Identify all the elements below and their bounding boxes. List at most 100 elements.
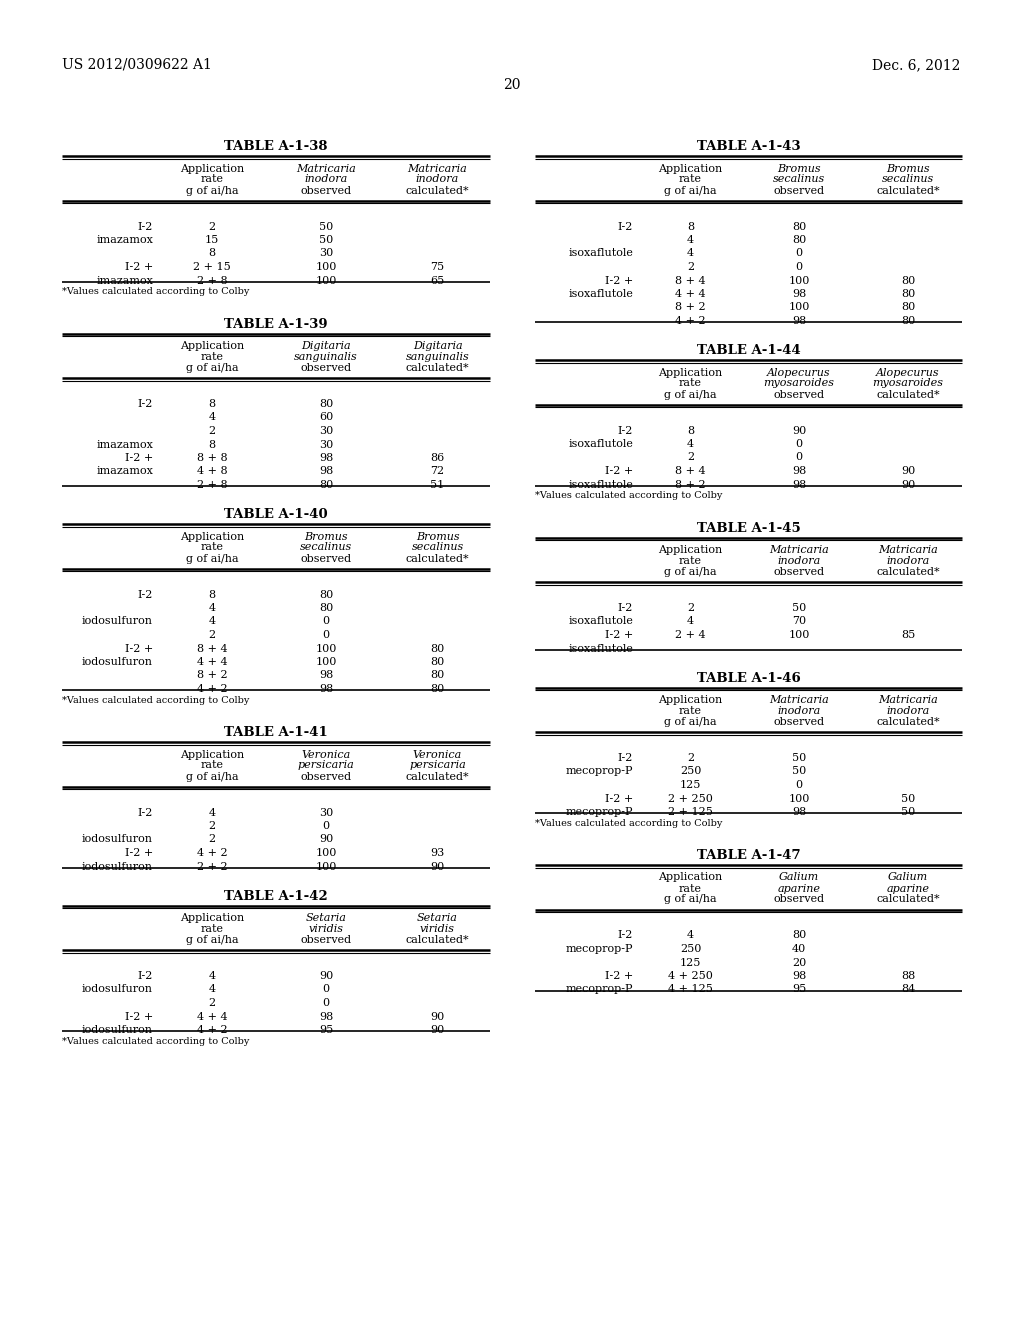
Text: calculated*: calculated* xyxy=(406,363,469,374)
Text: 4: 4 xyxy=(687,248,694,259)
Text: imazamox: imazamox xyxy=(96,235,153,246)
Text: Matricaria: Matricaria xyxy=(879,545,938,554)
Text: calculated*: calculated* xyxy=(406,771,469,781)
Text: observed: observed xyxy=(773,568,824,577)
Text: imazamox: imazamox xyxy=(96,466,153,477)
Text: 100: 100 xyxy=(315,276,337,285)
Text: 8 + 4: 8 + 4 xyxy=(197,644,227,653)
Text: 100: 100 xyxy=(788,276,810,285)
Text: 0: 0 xyxy=(796,453,803,462)
Text: 98: 98 xyxy=(318,671,333,681)
Text: Galium: Galium xyxy=(888,873,928,883)
Text: rate: rate xyxy=(201,760,223,771)
Text: 75: 75 xyxy=(430,261,444,272)
Text: 100: 100 xyxy=(315,847,337,858)
Text: *Values calculated according to Colby: *Values calculated according to Colby xyxy=(535,491,722,500)
Text: persicaria: persicaria xyxy=(298,760,354,771)
Text: Alopecurus: Alopecurus xyxy=(767,367,830,378)
Text: Matricaria: Matricaria xyxy=(769,696,828,705)
Text: 2: 2 xyxy=(209,998,216,1008)
Text: 80: 80 xyxy=(430,684,444,694)
Text: 40: 40 xyxy=(792,944,806,954)
Text: Matricaria: Matricaria xyxy=(879,696,938,705)
Text: 0: 0 xyxy=(323,630,330,640)
Text: 80: 80 xyxy=(901,276,915,285)
Text: I-2 +: I-2 + xyxy=(605,276,633,285)
Text: mecoprop-P: mecoprop-P xyxy=(565,985,633,994)
Text: 80: 80 xyxy=(430,657,444,667)
Text: Application: Application xyxy=(180,164,244,173)
Text: rate: rate xyxy=(201,352,223,362)
Text: Bromus: Bromus xyxy=(304,532,348,541)
Text: I-2 +: I-2 + xyxy=(605,972,633,981)
Text: 30: 30 xyxy=(318,808,333,817)
Text: mecoprop-P: mecoprop-P xyxy=(565,944,633,954)
Text: 80: 80 xyxy=(430,671,444,681)
Text: 86: 86 xyxy=(430,453,444,463)
Text: rate: rate xyxy=(679,706,702,715)
Text: 65: 65 xyxy=(430,276,444,285)
Text: observed: observed xyxy=(300,771,351,781)
Text: 2: 2 xyxy=(209,834,216,845)
Text: calculated*: calculated* xyxy=(877,186,940,195)
Text: 100: 100 xyxy=(315,644,337,653)
Text: 4 + 125: 4 + 125 xyxy=(668,985,713,994)
Text: 50: 50 xyxy=(792,767,806,776)
Text: 8: 8 xyxy=(209,248,216,259)
Text: myosaroides: myosaroides xyxy=(764,379,835,388)
Text: *Values calculated according to Colby: *Values calculated according to Colby xyxy=(535,818,722,828)
Text: 90: 90 xyxy=(318,972,333,981)
Text: iodosulfuron: iodosulfuron xyxy=(82,862,153,871)
Text: 98: 98 xyxy=(792,315,806,326)
Text: viridis: viridis xyxy=(420,924,455,935)
Text: 0: 0 xyxy=(796,248,803,259)
Text: 95: 95 xyxy=(792,985,806,994)
Text: 100: 100 xyxy=(315,261,337,272)
Text: Veronica: Veronica xyxy=(413,750,462,759)
Text: 2: 2 xyxy=(687,261,694,272)
Text: 80: 80 xyxy=(318,399,333,409)
Text: 60: 60 xyxy=(318,412,333,422)
Text: rate: rate xyxy=(679,174,702,185)
Text: g of ai/ha: g of ai/ha xyxy=(185,935,239,945)
Text: inodora: inodora xyxy=(777,556,820,566)
Text: I-2 +: I-2 + xyxy=(605,466,633,477)
Text: I-2: I-2 xyxy=(137,590,153,599)
Text: secalinus: secalinus xyxy=(412,543,464,553)
Text: 85: 85 xyxy=(901,630,915,640)
Text: iodosulfuron: iodosulfuron xyxy=(82,657,153,667)
Text: isoxaflutole: isoxaflutole xyxy=(568,440,633,449)
Text: 4 + 2: 4 + 2 xyxy=(197,684,227,694)
Text: Application: Application xyxy=(180,750,244,759)
Text: 80: 80 xyxy=(792,931,806,940)
Text: 80: 80 xyxy=(901,302,915,313)
Text: 2: 2 xyxy=(687,453,694,462)
Text: 4: 4 xyxy=(209,972,216,981)
Text: g of ai/ha: g of ai/ha xyxy=(665,568,717,577)
Text: 30: 30 xyxy=(318,426,333,436)
Text: 15: 15 xyxy=(205,235,219,246)
Text: 4 + 4: 4 + 4 xyxy=(675,289,706,300)
Text: calculated*: calculated* xyxy=(877,389,940,400)
Text: 0: 0 xyxy=(323,985,330,994)
Text: I-2: I-2 xyxy=(137,808,153,817)
Text: 8 + 2: 8 + 2 xyxy=(675,479,706,490)
Text: g of ai/ha: g of ai/ha xyxy=(185,186,239,195)
Text: 4: 4 xyxy=(209,808,216,817)
Text: 50: 50 xyxy=(901,793,915,804)
Text: Dec. 6, 2012: Dec. 6, 2012 xyxy=(871,58,961,73)
Text: Application: Application xyxy=(658,367,723,378)
Text: I-2: I-2 xyxy=(137,972,153,981)
Text: 30: 30 xyxy=(318,440,333,450)
Text: g of ai/ha: g of ai/ha xyxy=(665,186,717,195)
Text: observed: observed xyxy=(300,363,351,374)
Text: 90: 90 xyxy=(430,1026,444,1035)
Text: g of ai/ha: g of ai/ha xyxy=(185,771,239,781)
Text: 4: 4 xyxy=(209,616,216,627)
Text: 90: 90 xyxy=(901,466,915,477)
Text: 4 + 2: 4 + 2 xyxy=(197,847,227,858)
Text: 2 + 4: 2 + 4 xyxy=(675,630,706,640)
Text: 100: 100 xyxy=(315,862,337,871)
Text: observed: observed xyxy=(300,553,351,564)
Text: 4: 4 xyxy=(687,616,694,627)
